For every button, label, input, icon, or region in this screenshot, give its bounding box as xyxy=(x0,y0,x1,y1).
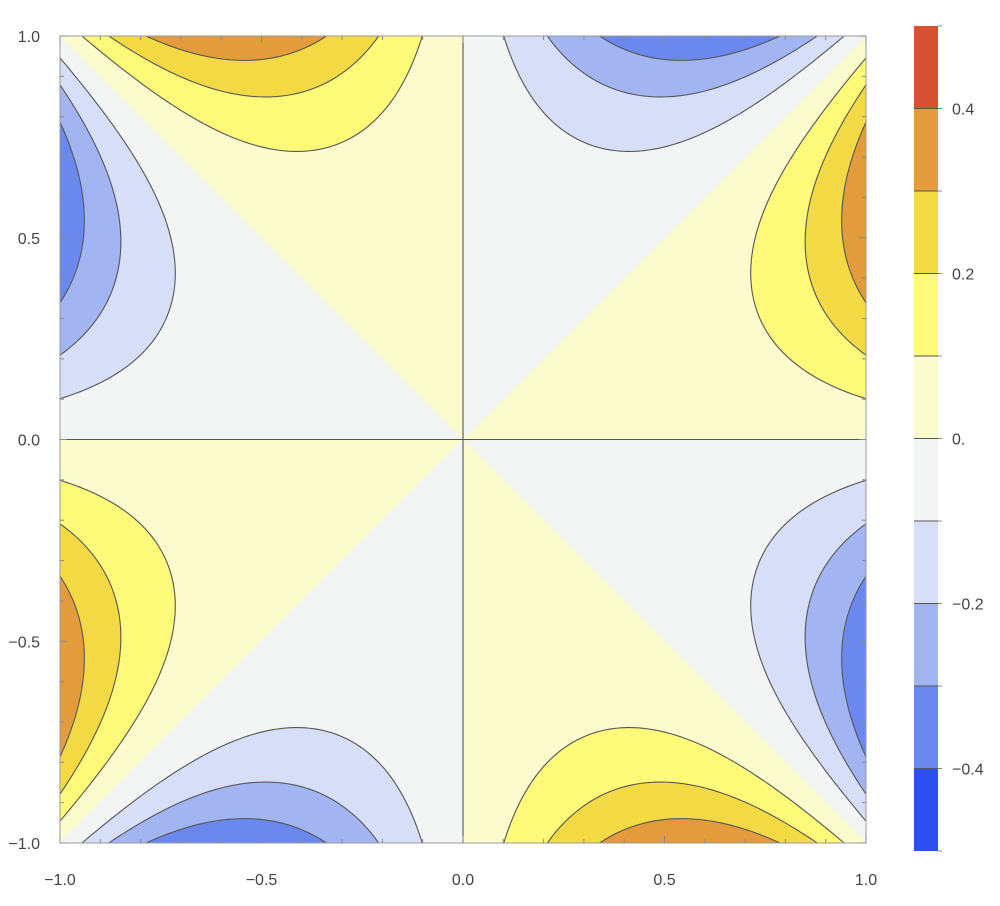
contour-line-neg0_2 xyxy=(59,35,867,844)
x-tick-label: 0.0 xyxy=(452,872,474,889)
legend-tick-label: −0.4 xyxy=(952,762,984,779)
x-tick-label: 1.0 xyxy=(855,872,877,889)
y-axis: −1.0 −0.5 0.0 0.5 1.0 xyxy=(8,29,866,853)
x-tick-label: −0.5 xyxy=(246,872,278,889)
contour-line-0 xyxy=(60,36,866,843)
contour-lines xyxy=(59,35,867,844)
legend-band-1 xyxy=(914,686,938,769)
y-tick-label: −0.5 xyxy=(8,634,40,651)
legend-band-9 xyxy=(914,26,938,109)
x-tick-label: 0.5 xyxy=(653,872,675,889)
legend-tick-label: 0.2 xyxy=(952,267,974,284)
legend-band-4 xyxy=(914,438,938,521)
y-tick-label: 0.0 xyxy=(18,433,40,450)
legend-tick-label: −0.2 xyxy=(952,597,984,614)
color-legend: 0.4 0.2 0. −0.2 −0.4 xyxy=(914,25,984,852)
y-tick-label: −1.0 xyxy=(8,836,40,853)
y-tick-label: 1.0 xyxy=(18,29,40,46)
contour-line-0_2 xyxy=(59,35,867,844)
contour-line-neg0_1 xyxy=(59,35,867,844)
contour-line-0_1 xyxy=(59,35,867,844)
legend-band-8 xyxy=(914,108,938,191)
legend-tick-label: 0.4 xyxy=(952,102,974,119)
legend-band-7 xyxy=(914,191,938,274)
x-axis: −1.0 −0.5 0.0 0.5 1.0 xyxy=(44,36,877,889)
x-tick-label: −1.0 xyxy=(44,872,76,889)
legend-band-2 xyxy=(914,603,938,686)
y-tick-label: 0.5 xyxy=(18,231,40,248)
legend-band-0 xyxy=(914,768,938,851)
legend-band-5 xyxy=(914,356,938,439)
legend-band-6 xyxy=(914,273,938,356)
legend-band-3 xyxy=(914,521,938,604)
legend-tick-label: 0. xyxy=(952,432,965,449)
